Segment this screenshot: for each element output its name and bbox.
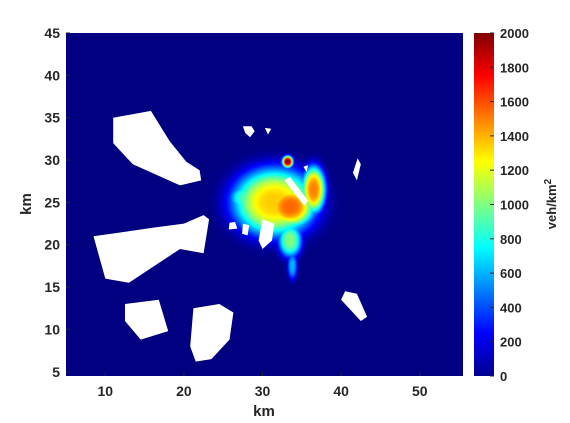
x-tick-label: 30: [255, 383, 271, 399]
colorbar-label-unit: veh/km: [544, 184, 559, 229]
y-axis-ticks: 5 10 15 20 25 30 35 40 45: [44, 25, 70, 380]
colorbar-tick-label: 1800: [500, 60, 529, 75]
obstacle-layer: [93, 110, 368, 362]
density-field: [66, 33, 463, 376]
colorbar: [474, 33, 494, 376]
y-tick-label: 45: [44, 25, 60, 41]
colorbar-tick-label: 800: [500, 232, 522, 247]
obstacle-region: [228, 221, 238, 230]
y-tick-label: 30: [44, 152, 60, 168]
colorbar-tick-label: 1000: [500, 198, 529, 213]
obstacle-region: [125, 299, 169, 340]
x-tick-label: 50: [412, 383, 428, 399]
obstacle-region: [264, 127, 272, 135]
y-tick-label: 25: [44, 194, 60, 210]
y-tick-label: 15: [44, 279, 60, 295]
y-tick-label: 5: [52, 364, 60, 380]
y-tick-label: 20: [44, 237, 60, 253]
plot-area: [66, 33, 463, 376]
obstacle-region: [284, 177, 309, 206]
colorbar-tick-label: 200: [500, 335, 522, 350]
obstacle-region: [303, 165, 309, 172]
x-tick-label: 40: [333, 383, 349, 399]
colorbar-tick-label: 1600: [500, 95, 529, 110]
colorbar-label: veh/km2: [543, 178, 559, 229]
x-axis-label: km: [253, 403, 275, 420]
obstacle-region: [190, 304, 234, 362]
colorbar-tick-label: 1200: [500, 163, 529, 178]
x-tick-label: 20: [176, 383, 192, 399]
x-axis-ticks: 10 20 30 40 50: [98, 372, 428, 399]
y-tick-label: 35: [44, 110, 60, 126]
obstacle-region: [258, 219, 275, 249]
x-tick-label: 10: [98, 383, 114, 399]
colorbar-tick-label: 600: [500, 266, 522, 281]
colorbar-tick-label: 400: [500, 300, 522, 315]
colorbar-ticks: 0 200 400 600 800 1000 1200 1400 1600 1800 2000: [490, 26, 529, 384]
obstacle-region: [93, 215, 210, 283]
obstacle-region: [113, 110, 202, 186]
obstacle-region: [242, 223, 250, 236]
obstacle-region: [352, 158, 361, 181]
colorbar-tick-label: 1400: [500, 129, 529, 144]
obstacle-region: [242, 126, 255, 138]
y-tick-label: 40: [44, 67, 60, 83]
colorbar-label-exponent: 2: [543, 178, 554, 184]
obstacle-region: [341, 291, 368, 321]
y-tick-label: 10: [44, 321, 60, 337]
colorbar-tick-label: 2000: [500, 26, 529, 41]
y-axis-label: km: [18, 193, 35, 215]
colorbar-tick-label: 0: [500, 369, 507, 384]
